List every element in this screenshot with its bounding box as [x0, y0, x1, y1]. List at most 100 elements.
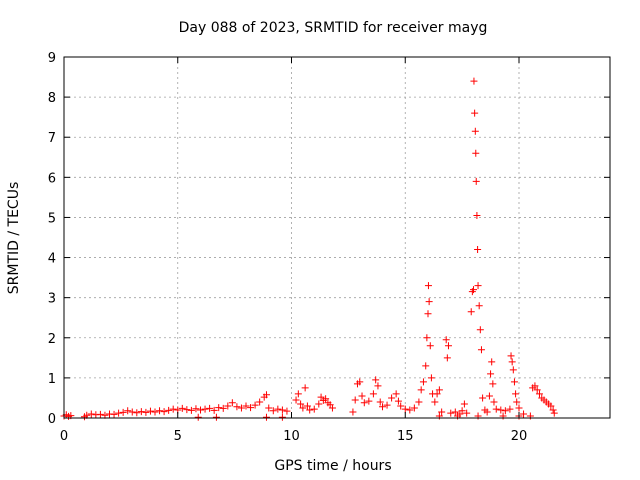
grid-lines	[64, 57, 610, 418]
x-tick-label: 15	[397, 429, 414, 444]
data-point	[510, 378, 518, 386]
data-point	[508, 358, 516, 366]
data-point	[233, 403, 241, 411]
data-point	[471, 109, 479, 117]
data-point	[419, 378, 427, 386]
y-axis-label: SRMTID / TECUs	[6, 182, 22, 295]
data-point	[424, 282, 432, 290]
data-point	[87, 410, 95, 418]
data-point	[426, 342, 434, 350]
data-point	[197, 406, 204, 414]
data-point	[427, 374, 435, 382]
data-point	[310, 405, 318, 413]
data-point	[265, 404, 273, 412]
data-point	[443, 354, 451, 362]
data-point	[228, 399, 236, 407]
data-point	[406, 406, 414, 414]
data-point	[533, 386, 541, 394]
data-point	[488, 358, 496, 366]
data-point	[425, 298, 433, 306]
data-point	[444, 342, 452, 350]
data-point	[356, 378, 364, 386]
x-tick-label: 10	[283, 429, 300, 444]
data-point	[251, 401, 259, 409]
data-point	[451, 408, 459, 416]
data-point	[351, 396, 359, 404]
data-point	[124, 407, 132, 415]
data-point	[467, 308, 475, 316]
data-point	[137, 408, 145, 416]
data-point	[315, 400, 323, 408]
data-point	[474, 282, 482, 290]
data-point	[115, 409, 123, 417]
data-point	[374, 382, 382, 390]
y-tick-label: 7	[48, 131, 56, 146]
data-point	[497, 406, 505, 414]
data-point	[96, 410, 104, 418]
x-tick-label: 0	[60, 429, 68, 444]
data-point	[194, 413, 202, 421]
data-point	[219, 404, 227, 412]
data-point	[490, 398, 498, 406]
data-point	[183, 406, 191, 414]
data-point	[262, 391, 270, 399]
data-point	[262, 413, 270, 421]
data-point	[322, 395, 330, 403]
data-point	[201, 405, 209, 413]
data-point	[549, 406, 557, 414]
data-point	[472, 177, 480, 185]
data-point	[133, 409, 141, 417]
data-point	[513, 398, 521, 406]
data-point	[110, 410, 118, 418]
data-point	[119, 408, 127, 416]
data-point	[547, 402, 555, 410]
data-point	[470, 286, 477, 294]
data-point	[328, 404, 336, 412]
chart-title: Day 088 of 2023, SRMTID for receiver may…	[179, 20, 488, 36]
data-point	[274, 405, 282, 413]
data-point	[550, 409, 558, 417]
x-axis-ticks: 0 5 10 15 20	[60, 57, 527, 444]
data-point	[501, 407, 509, 415]
data-point	[156, 407, 164, 415]
data-point	[365, 397, 373, 405]
data-point	[487, 370, 495, 378]
data-point	[192, 405, 200, 413]
data-point	[151, 408, 159, 416]
data-point	[410, 404, 418, 412]
data-point	[160, 408, 168, 416]
data-point	[535, 390, 543, 398]
data-point	[507, 352, 515, 360]
data-point	[460, 400, 468, 408]
data-point	[128, 408, 136, 416]
x-tick-label: 5	[174, 429, 182, 444]
y-tick-label: 4	[48, 252, 56, 267]
x-tick-label: 20	[511, 429, 528, 444]
data-point	[470, 77, 478, 85]
data-point	[512, 390, 520, 398]
data-point	[475, 302, 483, 310]
data-point	[303, 402, 311, 410]
data-point	[531, 382, 539, 390]
data-point	[433, 390, 441, 398]
data-point	[278, 413, 286, 421]
plot-frame	[63, 56, 611, 419]
x-axis-label: GPS time / hours	[274, 458, 391, 474]
data-point	[483, 408, 491, 416]
data-point	[369, 390, 377, 398]
data-point	[463, 409, 471, 417]
y-tick-label: 8	[48, 91, 56, 106]
data-point	[165, 406, 173, 414]
data-point	[247, 404, 255, 412]
data-point	[294, 390, 302, 398]
data-point	[269, 407, 277, 415]
data-point	[349, 408, 357, 416]
data-point	[146, 407, 154, 415]
data-point	[212, 413, 220, 421]
y-tick-label: 1	[48, 372, 56, 387]
data-point	[237, 404, 245, 412]
data-point	[376, 398, 384, 406]
data-point	[417, 386, 425, 394]
data-point	[392, 390, 400, 398]
